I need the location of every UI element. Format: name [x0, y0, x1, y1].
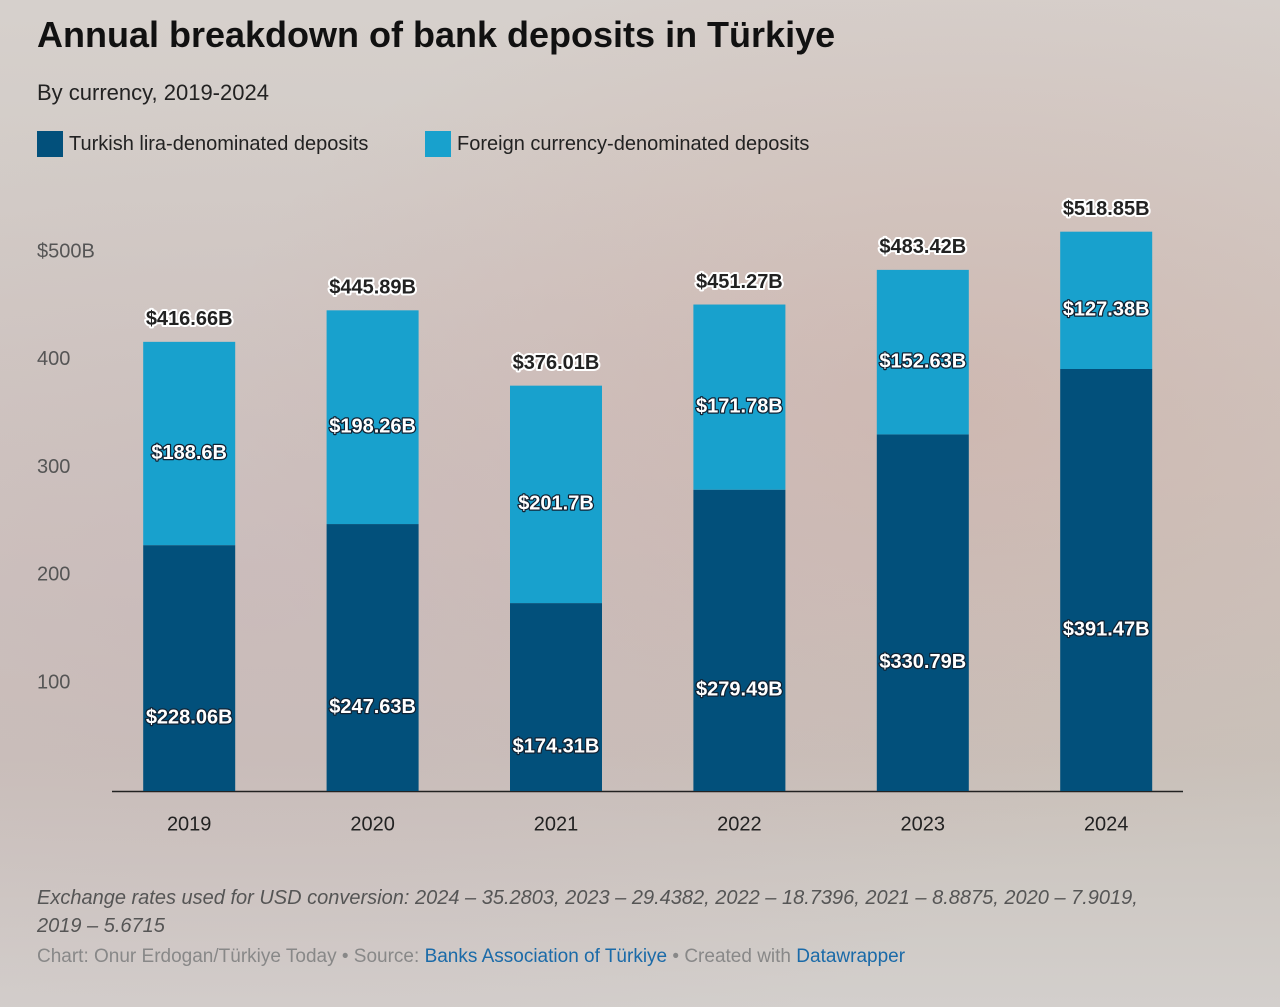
value-label: $330.79B	[879, 651, 966, 673]
value-label: $247.63B	[329, 696, 416, 718]
legend-swatch	[425, 131, 451, 157]
legend-item: Foreign currency-denominated deposits	[425, 131, 809, 157]
total-label: $416.66B	[146, 308, 233, 330]
total-label: $518.85B	[1063, 198, 1150, 220]
value-label: $127.38B	[1063, 299, 1150, 321]
legend-label: Foreign currency-denominated deposits	[457, 132, 810, 155]
bar-segment	[143, 545, 236, 791]
y-tick-label: 400	[37, 348, 70, 370]
value-label: $279.49B	[696, 679, 783, 701]
legend-swatch	[37, 131, 63, 157]
y-tick-label: $500B	[37, 240, 95, 262]
total-label: $483.42B	[879, 236, 966, 258]
created-label: Created with	[684, 946, 791, 967]
value-label: $228.06B	[146, 706, 233, 728]
note: Exchange rates used for USD conversion: …	[37, 887, 1138, 937]
footer: Chart: Onur Erdogan/Türkiye Today • Sour…	[37, 946, 905, 968]
value-label: $188.6B	[151, 442, 227, 464]
source-label: Source:	[353, 946, 420, 967]
bar-segment	[693, 489, 786, 791]
total-label: $451.27B	[696, 271, 783, 293]
chart-title: Annual breakdown of bank deposits in Tür…	[37, 14, 836, 55]
bar-segment	[693, 304, 786, 490]
bar-segment	[326, 310, 419, 525]
x-tick-label: 2024	[1084, 813, 1129, 835]
total-label: $376.01B	[513, 352, 600, 374]
x-tick-label: 2019	[167, 813, 212, 835]
bar-segment	[1060, 368, 1153, 791]
separator: •	[672, 946, 680, 967]
chart-subtitle: By currency, 2019-2024	[37, 80, 269, 105]
bar-segment	[143, 341, 236, 546]
value-label: $391.47B	[1063, 618, 1150, 640]
y-tick-label: 300	[37, 456, 70, 478]
separator: •	[341, 946, 349, 967]
bar-segment	[876, 269, 969, 435]
total-label: $445.89B	[329, 277, 416, 299]
value-label: $152.63B	[879, 350, 966, 372]
x-tick-label: 2022	[717, 813, 762, 835]
value-label: $198.26B	[329, 415, 416, 437]
y-tick-label: 100	[37, 671, 70, 693]
bar-segment	[876, 434, 969, 791]
value-label: $201.7B	[518, 493, 594, 515]
value-label: $174.31B	[513, 735, 600, 757]
bar-segment	[326, 524, 419, 791]
created-link[interactable]: Datawrapper	[796, 946, 906, 967]
x-tick-label: 2020	[350, 813, 395, 835]
credit: Chart: Onur Erdogan/Türkiye Today	[37, 946, 337, 967]
legend-item: Turkish lira-denominated deposits	[37, 131, 368, 157]
value-label: $171.78B	[696, 395, 783, 417]
bar-segment	[1060, 231, 1153, 369]
source-link[interactable]: Banks Association of Türkiye	[424, 946, 668, 967]
legend-label: Turkish lira-denominated deposits	[69, 132, 369, 155]
x-tick-label: 2021	[534, 813, 579, 835]
y-tick-label: 200	[37, 564, 70, 586]
bar-segment	[510, 603, 602, 791]
bar-segment	[510, 385, 602, 604]
x-tick-label: 2023	[901, 813, 946, 835]
